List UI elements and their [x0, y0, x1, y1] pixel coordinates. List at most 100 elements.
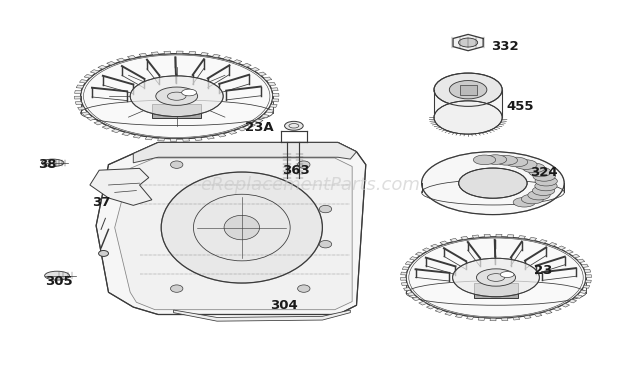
- Polygon shape: [490, 318, 496, 321]
- Polygon shape: [435, 309, 443, 313]
- Polygon shape: [133, 135, 141, 138]
- Polygon shape: [557, 246, 565, 250]
- Ellipse shape: [161, 172, 322, 283]
- Polygon shape: [242, 63, 251, 67]
- Polygon shape: [502, 318, 508, 321]
- Polygon shape: [273, 93, 279, 96]
- Polygon shape: [238, 127, 247, 131]
- Polygon shape: [78, 107, 86, 110]
- Polygon shape: [250, 67, 259, 71]
- Polygon shape: [212, 54, 220, 58]
- Polygon shape: [188, 51, 196, 54]
- Ellipse shape: [170, 285, 183, 292]
- Ellipse shape: [476, 269, 515, 286]
- Ellipse shape: [474, 155, 496, 165]
- Ellipse shape: [434, 73, 502, 107]
- Polygon shape: [575, 295, 582, 298]
- Polygon shape: [139, 53, 147, 57]
- Polygon shape: [74, 96, 81, 99]
- Ellipse shape: [422, 152, 564, 215]
- Polygon shape: [507, 235, 514, 238]
- Text: 37: 37: [92, 196, 110, 209]
- Polygon shape: [401, 283, 408, 286]
- Polygon shape: [434, 90, 502, 117]
- Text: eReplacementParts.com: eReplacementParts.com: [200, 176, 420, 194]
- Polygon shape: [98, 65, 107, 69]
- Polygon shape: [74, 91, 81, 94]
- Polygon shape: [401, 278, 406, 280]
- Polygon shape: [152, 104, 202, 118]
- Ellipse shape: [495, 155, 518, 165]
- Polygon shape: [422, 248, 430, 252]
- Polygon shape: [402, 267, 409, 270]
- Ellipse shape: [533, 172, 556, 181]
- Ellipse shape: [529, 167, 551, 177]
- Text: 305: 305: [45, 275, 73, 288]
- Ellipse shape: [156, 87, 198, 105]
- Polygon shape: [466, 316, 474, 319]
- Text: 23: 23: [534, 263, 553, 277]
- Polygon shape: [107, 61, 115, 65]
- Polygon shape: [96, 142, 366, 314]
- Polygon shape: [117, 58, 125, 62]
- Polygon shape: [496, 234, 502, 237]
- Polygon shape: [254, 119, 263, 123]
- Polygon shape: [580, 290, 587, 293]
- Polygon shape: [228, 131, 237, 134]
- Polygon shape: [534, 313, 542, 317]
- Ellipse shape: [533, 186, 555, 195]
- Polygon shape: [450, 238, 458, 242]
- Ellipse shape: [285, 121, 303, 130]
- Ellipse shape: [459, 168, 527, 198]
- Polygon shape: [157, 138, 165, 141]
- Polygon shape: [418, 302, 427, 305]
- Ellipse shape: [406, 237, 586, 318]
- Text: 363: 363: [282, 164, 310, 177]
- Polygon shape: [84, 74, 92, 78]
- Polygon shape: [90, 168, 152, 205]
- Ellipse shape: [450, 81, 487, 99]
- Ellipse shape: [505, 157, 528, 167]
- Polygon shape: [529, 237, 537, 241]
- Ellipse shape: [42, 159, 64, 166]
- Ellipse shape: [298, 285, 310, 292]
- Polygon shape: [544, 310, 552, 314]
- Polygon shape: [223, 57, 231, 60]
- Ellipse shape: [81, 54, 273, 139]
- Polygon shape: [164, 51, 170, 54]
- Polygon shape: [431, 244, 439, 248]
- Ellipse shape: [224, 215, 260, 240]
- Polygon shape: [206, 136, 215, 139]
- Polygon shape: [582, 264, 588, 268]
- Polygon shape: [272, 99, 279, 102]
- Polygon shape: [478, 317, 485, 320]
- Text: 38: 38: [38, 158, 57, 171]
- Ellipse shape: [434, 101, 502, 134]
- Polygon shape: [562, 303, 570, 307]
- Polygon shape: [565, 250, 574, 253]
- Polygon shape: [404, 287, 410, 291]
- Polygon shape: [524, 315, 531, 319]
- Polygon shape: [170, 139, 177, 141]
- Polygon shape: [122, 132, 130, 136]
- Ellipse shape: [500, 272, 514, 278]
- Ellipse shape: [484, 155, 507, 164]
- Polygon shape: [401, 272, 407, 275]
- Ellipse shape: [523, 163, 545, 173]
- Polygon shape: [553, 307, 561, 311]
- Polygon shape: [94, 121, 103, 125]
- Polygon shape: [412, 297, 420, 301]
- Polygon shape: [115, 158, 352, 310]
- Polygon shape: [271, 88, 278, 91]
- Ellipse shape: [130, 76, 223, 117]
- Polygon shape: [79, 80, 87, 83]
- Ellipse shape: [515, 160, 537, 169]
- Polygon shape: [572, 254, 580, 258]
- Polygon shape: [258, 72, 267, 76]
- Ellipse shape: [453, 258, 539, 297]
- Polygon shape: [415, 252, 423, 256]
- Polygon shape: [577, 259, 585, 263]
- Polygon shape: [513, 317, 520, 320]
- Ellipse shape: [319, 205, 332, 213]
- Bar: [459, 85, 477, 95]
